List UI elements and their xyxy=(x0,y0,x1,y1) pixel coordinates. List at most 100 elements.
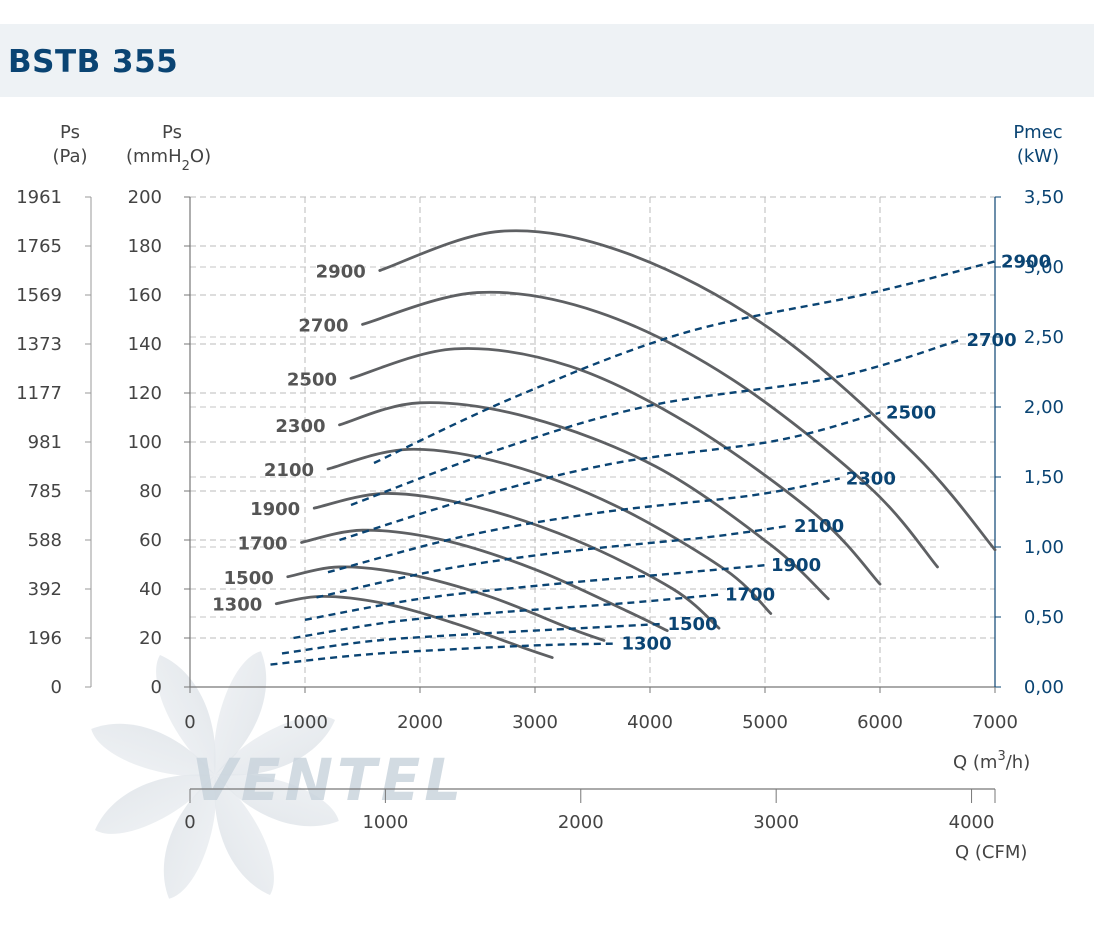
y-pa-tick-label: 1177 xyxy=(16,383,62,404)
power-curve-label: 1700 xyxy=(725,585,775,606)
pressure-curve-label: 1300 xyxy=(212,595,262,616)
q-m3h-label: Q (m3/h) xyxy=(953,749,1030,773)
y-mm-tick-label: 200 xyxy=(128,187,162,208)
y-mm-tick-label: 180 xyxy=(128,236,162,257)
ps-mm-label: (mmH2O) xyxy=(126,146,211,174)
pressure-curve-label: 1900 xyxy=(250,499,300,520)
x2-tick-label: 2000 xyxy=(558,812,604,833)
y-power-tick-label: 0,00 xyxy=(1024,677,1064,698)
power-curve-label: 2300 xyxy=(846,468,896,489)
q-m3h-label-1: Q (m xyxy=(953,752,997,773)
x-tick-label: 5000 xyxy=(742,712,788,733)
power-curve-2100 xyxy=(316,524,789,599)
pressure-curve-2900 xyxy=(378,229,997,552)
pressure-curve-label: 1700 xyxy=(237,533,287,554)
y-mm-tick-label: 60 xyxy=(139,530,162,551)
pressure-curve-label: 1500 xyxy=(224,568,274,589)
ps-mm-label-2: (mmH xyxy=(126,146,182,167)
pressure-curve-2500 xyxy=(349,347,882,586)
y-power-tick-label: 1,00 xyxy=(1024,537,1064,558)
y-mm-tick-label: 140 xyxy=(128,334,162,355)
power-curve-2500 xyxy=(339,411,881,542)
x-tick-label: 1000 xyxy=(282,712,328,733)
axis-labels: Ps (Pa) Ps (mmH2O) Pmec (kW) Q (m3/h) Q … xyxy=(52,122,1062,863)
pressure-curve-label: 2700 xyxy=(298,315,348,336)
q-m3h-label-sup: 3 xyxy=(997,749,1005,764)
pressure-curve-label: 2300 xyxy=(275,416,325,437)
pmec-label-1: Pmec xyxy=(1013,122,1062,143)
power-curve-label: 2100 xyxy=(794,516,844,537)
y-mm-tick-label: 0 xyxy=(151,677,162,698)
x-tick-label: 0 xyxy=(184,712,195,733)
grid xyxy=(190,196,995,687)
y-power-tick-label: 3,00 xyxy=(1024,257,1064,278)
y-power-tick-label: 0,50 xyxy=(1024,607,1064,628)
y-power-tick-label: 2,00 xyxy=(1024,397,1064,418)
y-pa-tick-label: 1569 xyxy=(16,285,62,306)
power-curve-label: 2700 xyxy=(967,330,1017,351)
ps-pa-label-2: (Pa) xyxy=(52,146,87,167)
pressure-curve-1700 xyxy=(300,528,669,633)
y-pa-tick-label: 1961 xyxy=(16,187,62,208)
axes: 0204060801001201401601802000196392588785… xyxy=(16,187,1064,833)
power-curve-2300 xyxy=(327,477,840,574)
watermark-blade xyxy=(213,651,267,775)
y-mm-tick-label: 40 xyxy=(139,579,162,600)
x-tick-label: 6000 xyxy=(857,712,903,733)
x2-tick-label: 1000 xyxy=(362,812,408,833)
y-power-tick-label: 3,50 xyxy=(1024,187,1064,208)
watermark-blade xyxy=(214,775,274,895)
q-m3h-label-2: /h) xyxy=(1006,752,1031,773)
power-curve-1900 xyxy=(304,564,766,621)
y-pa-tick-label: 785 xyxy=(28,481,62,502)
watermark-blade xyxy=(215,716,335,776)
y-pa-tick-label: 1373 xyxy=(16,334,62,355)
x2-tick-label: 3000 xyxy=(753,812,799,833)
y-mm-tick-label: 80 xyxy=(139,481,162,502)
pressure-curve-label: 2100 xyxy=(264,460,314,481)
y-mm-tick-label: 20 xyxy=(139,628,162,649)
y-mm-tick-label: 160 xyxy=(128,285,162,306)
y-mm-tick-label: 100 xyxy=(128,432,162,453)
x-tick-label: 4000 xyxy=(627,712,673,733)
power-curve-label: 2500 xyxy=(886,403,936,424)
watermark-blade xyxy=(215,773,339,827)
power-curve-2900 xyxy=(373,260,996,465)
power-curve-2700 xyxy=(350,338,961,507)
x-tick-label: 3000 xyxy=(512,712,558,733)
watermark-logo-text: VENTEL xyxy=(192,746,465,814)
x-tick-label: 2000 xyxy=(397,712,443,733)
watermark-blade xyxy=(95,774,215,834)
y-power-tick-label: 2,50 xyxy=(1024,327,1064,348)
y-pa-tick-label: 392 xyxy=(28,579,62,600)
ps-mm-label-sub: 2 xyxy=(182,159,190,174)
q-cfm-label: Q (CFM) xyxy=(955,842,1027,863)
y-pa-tick-label: 588 xyxy=(28,530,62,551)
pressure-curve-1900 xyxy=(312,492,721,630)
ps-mm-label-3: O) xyxy=(190,146,211,167)
power-curve-label: 2900 xyxy=(1001,251,1051,272)
watermark-blade xyxy=(91,723,215,777)
pressure-curve-2300 xyxy=(338,401,830,601)
y-pa-tick-label: 1765 xyxy=(16,236,62,257)
pressure-curve-label: 2500 xyxy=(287,369,337,390)
x2-tick-label: 4000 xyxy=(949,812,995,833)
pmec-label-2: (kW) xyxy=(1017,146,1059,167)
power-curve-1500 xyxy=(281,622,662,655)
y-pa-tick-label: 196 xyxy=(28,628,62,649)
watermark-logo: VENTEL xyxy=(91,651,465,899)
y-power-tick-label: 1,50 xyxy=(1024,467,1064,488)
x2-tick-label: 0 xyxy=(184,812,195,833)
watermark-blade xyxy=(163,775,217,899)
pressure-curve-2700 xyxy=(361,290,939,569)
y-pa-tick-label: 981 xyxy=(28,432,62,453)
ps-mm-label-1: Ps xyxy=(162,122,182,143)
page-title: BSTB 355 xyxy=(8,44,179,80)
x-tick-label: 7000 xyxy=(972,712,1018,733)
watermark-blade xyxy=(156,655,216,775)
y-pa-tick-label: 0 xyxy=(51,677,62,698)
ps-pa-label-1: Ps xyxy=(60,122,80,143)
